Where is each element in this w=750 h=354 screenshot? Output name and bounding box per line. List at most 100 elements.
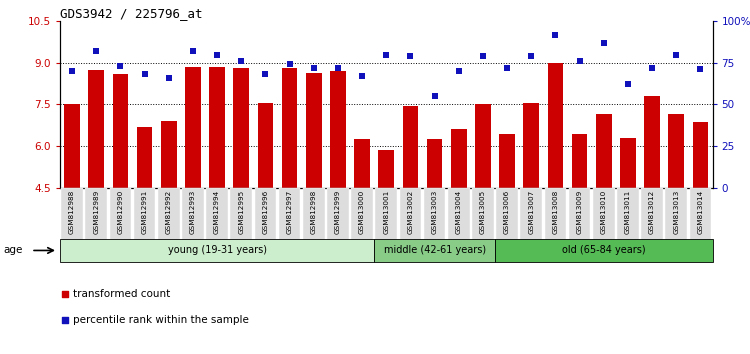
Text: GSM812989: GSM812989 (93, 189, 99, 234)
Point (501, 65, 513, 71)
Point (477, 53, 489, 59)
Text: GSM813014: GSM813014 (698, 189, 703, 234)
FancyBboxPatch shape (279, 188, 301, 242)
Bar (257, 103, 273, 188)
FancyBboxPatch shape (592, 188, 615, 242)
Text: GSM813003: GSM813003 (431, 189, 437, 234)
FancyBboxPatch shape (60, 239, 374, 262)
Bar (282, 68, 298, 188)
Text: GSM813007: GSM813007 (528, 189, 534, 234)
FancyBboxPatch shape (472, 188, 494, 242)
Bar (354, 139, 370, 188)
Text: GSM813001: GSM813001 (383, 189, 389, 234)
Text: GSM813009: GSM813009 (577, 189, 583, 234)
Bar (209, 67, 225, 188)
Point (139, 72, 151, 77)
Bar (233, 68, 249, 188)
Bar (161, 121, 176, 188)
Point (598, 40, 610, 46)
Point (453, 68, 465, 74)
Text: young (19-31 years): young (19-31 years) (167, 245, 266, 256)
FancyBboxPatch shape (617, 188, 639, 242)
Text: GSM812992: GSM812992 (166, 189, 172, 234)
FancyBboxPatch shape (496, 188, 518, 242)
Bar (185, 67, 201, 188)
Bar (306, 73, 322, 188)
Bar (548, 63, 563, 188)
FancyBboxPatch shape (230, 188, 252, 242)
Text: age: age (4, 245, 23, 256)
Point (550, 32, 562, 38)
Point (670, 52, 682, 57)
FancyBboxPatch shape (158, 188, 180, 242)
Point (356, 73, 368, 79)
FancyBboxPatch shape (665, 188, 687, 242)
Bar (475, 104, 490, 188)
Text: GSM813004: GSM813004 (456, 189, 462, 234)
Point (236, 58, 248, 64)
FancyBboxPatch shape (182, 188, 204, 242)
Text: old (65-84 years): old (65-84 years) (562, 245, 646, 256)
FancyBboxPatch shape (351, 188, 373, 242)
Text: GSM812999: GSM812999 (335, 189, 341, 234)
Bar (88, 70, 104, 188)
FancyBboxPatch shape (86, 188, 107, 242)
Text: GSM813000: GSM813000 (359, 189, 365, 234)
Point (404, 53, 416, 59)
Point (380, 52, 392, 57)
Point (332, 65, 344, 71)
Bar (136, 127, 152, 188)
Text: GSM812997: GSM812997 (286, 189, 292, 234)
Text: GSM812988: GSM812988 (69, 189, 75, 234)
Text: GSM812993: GSM812993 (190, 189, 196, 234)
Point (90, 48, 102, 54)
Bar (596, 114, 611, 188)
Text: GSM813010: GSM813010 (601, 189, 607, 234)
Bar (524, 103, 539, 188)
Point (622, 82, 634, 87)
Point (58, 318, 70, 323)
Point (284, 62, 296, 67)
Text: GSM812994: GSM812994 (214, 189, 220, 234)
FancyBboxPatch shape (375, 188, 398, 242)
Bar (427, 139, 442, 188)
FancyBboxPatch shape (424, 188, 445, 242)
FancyBboxPatch shape (568, 188, 590, 242)
Bar (379, 150, 394, 188)
FancyBboxPatch shape (134, 188, 155, 242)
Point (115, 63, 127, 69)
Text: GDS3942 / 225796_at: GDS3942 / 225796_at (60, 7, 202, 20)
Text: middle (42-61 years): middle (42-61 years) (383, 245, 486, 256)
Text: transformed count: transformed count (74, 289, 170, 299)
Text: GSM812996: GSM812996 (262, 189, 268, 234)
Bar (644, 96, 660, 188)
Bar (403, 106, 418, 188)
Text: GSM812998: GSM812998 (310, 189, 316, 234)
FancyBboxPatch shape (495, 239, 712, 262)
Text: GSM812991: GSM812991 (142, 189, 148, 234)
Text: GSM813008: GSM813008 (553, 189, 559, 234)
Point (163, 75, 175, 81)
FancyBboxPatch shape (400, 188, 422, 242)
Bar (112, 74, 128, 188)
FancyBboxPatch shape (62, 188, 83, 242)
Text: percentile rank within the sample: percentile rank within the sample (74, 315, 249, 325)
FancyBboxPatch shape (303, 188, 325, 242)
Bar (330, 71, 346, 188)
FancyBboxPatch shape (327, 188, 349, 242)
Point (66, 68, 78, 74)
Point (187, 48, 199, 54)
Point (260, 72, 272, 77)
Point (58, 291, 70, 297)
Point (574, 58, 586, 64)
Text: GSM813002: GSM813002 (407, 189, 413, 234)
Text: GSM813006: GSM813006 (504, 189, 510, 234)
FancyBboxPatch shape (206, 188, 228, 242)
Bar (451, 130, 466, 188)
FancyBboxPatch shape (544, 188, 566, 242)
Bar (668, 114, 684, 188)
FancyBboxPatch shape (641, 188, 663, 242)
Point (308, 65, 320, 71)
Text: GSM813005: GSM813005 (480, 189, 486, 234)
FancyBboxPatch shape (254, 188, 276, 242)
